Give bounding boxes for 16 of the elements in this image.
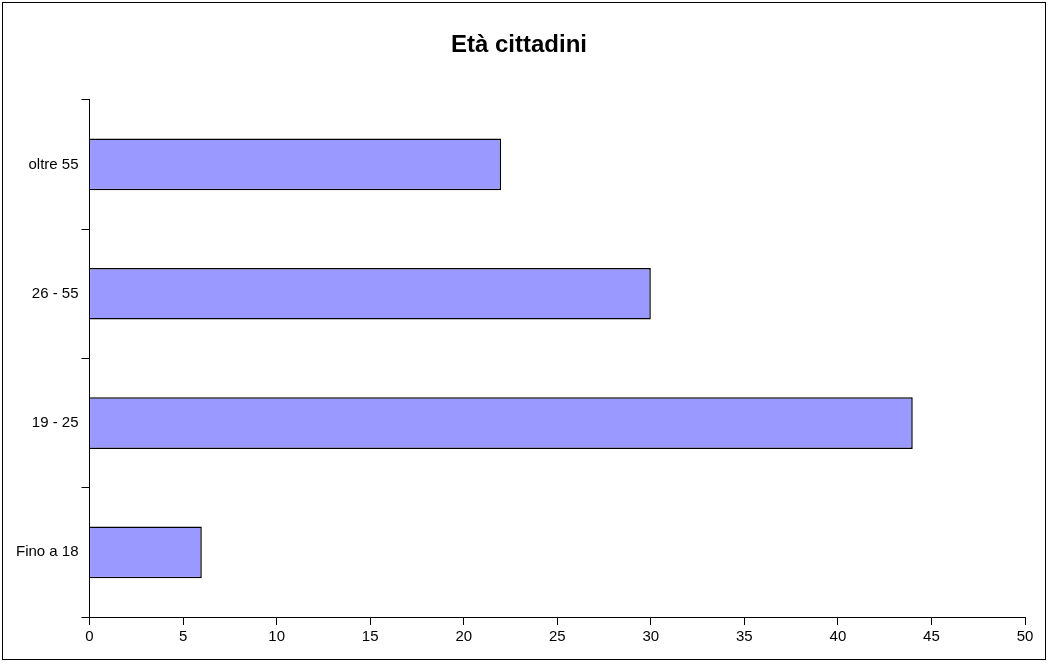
x-tick-label: 40: [829, 627, 847, 645]
x-tick-label: 45: [923, 627, 940, 645]
x-tick-label: 50: [1016, 627, 1034, 645]
x-tick-label: 30: [642, 627, 660, 645]
x-tick-label: 10: [268, 627, 285, 645]
x-tick-label: 15: [361, 627, 379, 645]
x-tick-label: 35: [736, 627, 753, 645]
x-tick-label: 0: [85, 627, 94, 645]
x-tick-label: 20: [455, 627, 473, 645]
y-tick-label: 26 - 55: [31, 283, 79, 301]
x-tick-label: 25: [548, 627, 566, 645]
y-tick-label: oltre 55: [28, 154, 79, 172]
x-tick-label: 5: [178, 627, 188, 645]
y-tick-label: Fino a 18: [15, 542, 79, 560]
chart-title: Età cittadini: [450, 30, 588, 58]
y-tick-label: 19 - 25: [31, 413, 79, 431]
